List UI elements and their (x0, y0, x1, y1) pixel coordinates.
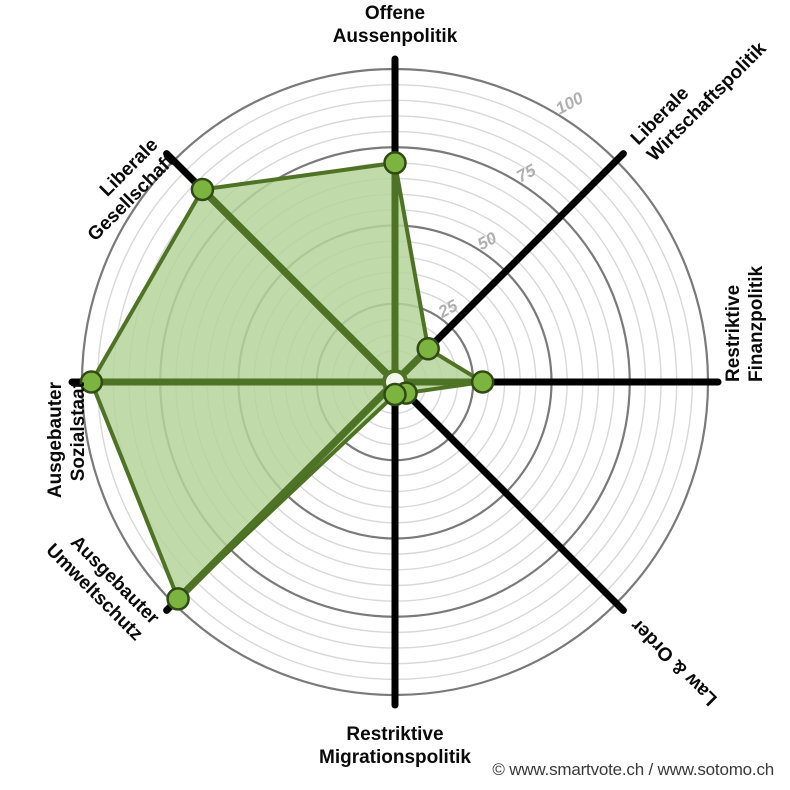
data-points (79, 151, 495, 611)
data-point (190, 177, 215, 202)
axis-label: LiberaleGesellschaft (68, 134, 179, 245)
axis-label: Offene Aussenpolitik (333, 3, 458, 47)
axis-line (391, 378, 627, 614)
data-point (416, 337, 440, 361)
data-point (470, 370, 495, 394)
data-spoke (174, 378, 399, 603)
data-point (79, 370, 104, 394)
axis-label: LiberaleWirtschaftspolitik (627, 22, 771, 166)
axis-label: Restriktive Finanzpolitik (723, 265, 767, 382)
axis-label: Ausgebauter Sozialstaat (45, 381, 89, 498)
axis-label: Law & Order (627, 614, 722, 709)
axis-label: Restriktive Migrationspolitik (319, 724, 471, 768)
axis-label: AusgebauterUmweltschutz (42, 524, 164, 646)
data-point (166, 587, 190, 611)
data-point (383, 151, 407, 175)
data-spoke (198, 185, 399, 386)
data-point (383, 382, 407, 407)
copyright-credit: © www.smartvote.ch / www.sotomo.ch (492, 760, 774, 779)
